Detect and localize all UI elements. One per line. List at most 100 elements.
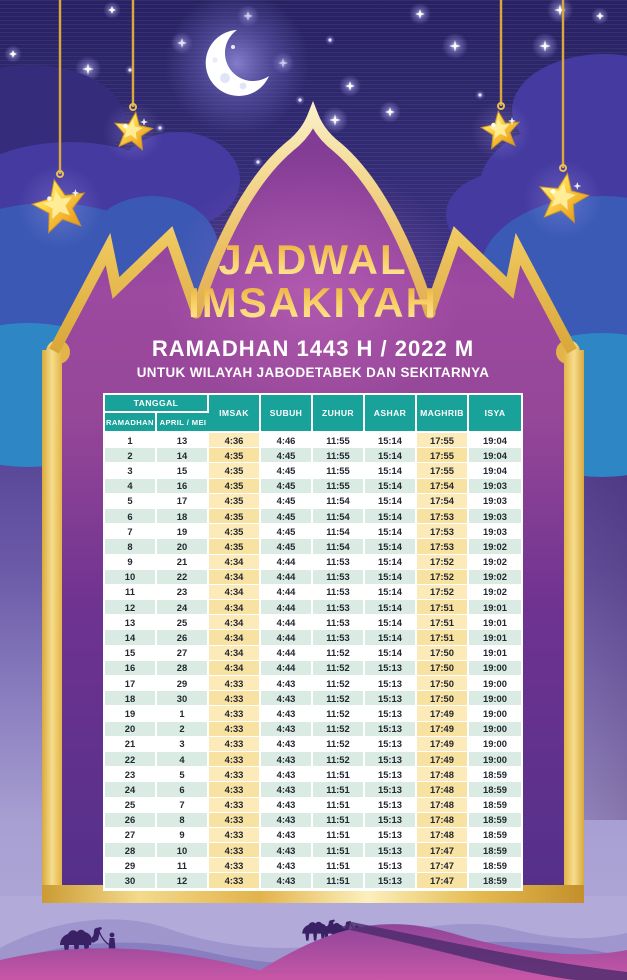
table-header: TANGGAL IMSAK SUBUH ZUHUR ASHAR MAGHRIB … [105, 395, 521, 433]
hanging-gold-star-icon [471, 0, 531, 161]
table-cell: 11:51 [313, 812, 365, 828]
table-cell: 11:51 [313, 797, 365, 813]
table-cell: 15 [105, 645, 157, 661]
table-cell: 17:53 [417, 539, 469, 555]
table-cell: 15:13 [365, 691, 417, 707]
table-cell: 15:13 [365, 736, 417, 752]
table-cell: 18:59 [469, 873, 521, 889]
table-cell: 11:52 [313, 736, 365, 752]
table-cell: 27 [157, 645, 209, 661]
table-cell: 17:50 [417, 676, 469, 692]
table-cell: 15:14 [365, 448, 417, 464]
table-cell: 11:52 [313, 691, 365, 707]
table-cell: 16 [157, 478, 209, 494]
table-cell: 4:33 [209, 858, 261, 874]
table-cell: 18:59 [469, 827, 521, 844]
table-cell: 17:50 [417, 660, 469, 676]
hanging-gold-star-icon [103, 0, 163, 162]
table-cell: 15:13 [365, 782, 417, 798]
table-cell: 17:48 [417, 767, 469, 783]
table-cell: 1 [105, 433, 157, 449]
table-cell: 17:53 [417, 508, 469, 525]
table-cell: 4:43 [261, 812, 313, 828]
table-row: 10 22 4:34 4:44 11:53 15:14 17:52 19:02 [105, 569, 521, 585]
table-row: 24 6 4:33 4:43 11:51 15:13 17:48 18:59 [105, 782, 521, 798]
table-row: 22 4 4:33 4:43 11:52 15:13 17:49 19:00 [105, 751, 521, 768]
header-tanggal: TANGGAL [105, 395, 209, 413]
table-cell: 17:55 [417, 433, 469, 449]
table-cell: 4:46 [261, 433, 313, 449]
gold-side-bar-right [564, 350, 584, 903]
table-cell: 11:54 [313, 524, 365, 540]
table-cell: 26 [105, 812, 157, 828]
table-cell: 11:51 [313, 873, 365, 889]
table-cell: 7 [157, 797, 209, 813]
table-cell: 15:13 [365, 827, 417, 844]
table-cell: 6 [157, 782, 209, 798]
table-cell: 4:35 [209, 524, 261, 540]
table-cell: 26 [157, 630, 209, 646]
table-cell: 4:43 [261, 721, 313, 737]
table-cell: 4:33 [209, 691, 261, 707]
table-cell: 17:50 [417, 691, 469, 707]
table-cell: 17:51 [417, 615, 469, 631]
table-cell: 11:53 [313, 630, 365, 646]
table-cell: 4:44 [261, 630, 313, 646]
table-cell: 4:33 [209, 706, 261, 722]
table-cell: 17:51 [417, 630, 469, 646]
table-cell: 15:14 [365, 508, 417, 525]
table-cell: 28 [157, 660, 209, 676]
table-cell: 11:53 [313, 615, 365, 631]
table-cell: 17:55 [417, 448, 469, 464]
table-cell: 19:01 [469, 630, 521, 646]
table-cell: 15:14 [365, 569, 417, 585]
table-cell: 17:47 [417, 873, 469, 889]
table-cell: 4:33 [209, 767, 261, 783]
table-cell: 15:14 [365, 645, 417, 661]
hanging-stars-layer [18, 0, 602, 249]
table-cell: 17:49 [417, 721, 469, 737]
table-cell: 25 [105, 797, 157, 813]
table-cell: 4:33 [209, 721, 261, 737]
table-cell: 4:36 [209, 433, 261, 449]
gold-zigzag-left [49, 226, 203, 354]
table-row: 17 29 4:33 4:43 11:52 15:13 17:50 19:00 [105, 676, 521, 692]
table-cell: 15:13 [365, 721, 417, 737]
table-cell: 19:01 [469, 600, 521, 616]
table-cell: 15:14 [365, 539, 417, 555]
table-cell: 11:52 [313, 721, 365, 737]
table-cell: 17:48 [417, 812, 469, 828]
gold-zigzag-right [423, 226, 577, 354]
table-cell: 4:43 [261, 843, 313, 859]
table-row: 30 12 4:33 4:43 11:51 15:13 17:47 18:59 [105, 873, 521, 889]
table-row: 14 26 4:34 4:44 11:53 15:14 17:51 19:01 [105, 630, 521, 646]
hanging-gold-star-icon [524, 0, 602, 238]
table-cell: 4:45 [261, 524, 313, 540]
table-cell: 15:13 [365, 660, 417, 676]
table-cell: 4:44 [261, 615, 313, 631]
table-cell: 4:43 [261, 797, 313, 813]
table-cell: 4:45 [261, 508, 313, 525]
table-cell: 11:51 [313, 843, 365, 859]
header-maghrib: MAGHRIB [417, 395, 469, 433]
table-cell: 17 [105, 676, 157, 692]
table-cell: 10 [157, 843, 209, 859]
table-cell: 17:49 [417, 751, 469, 768]
table-cell: 27 [105, 827, 157, 844]
table-row: 8 20 4:35 4:45 11:54 15:14 17:53 19:02 [105, 539, 521, 555]
table-cell: 4:43 [261, 767, 313, 783]
crescent-moon-icon [165, 0, 309, 135]
table-cell: 15:13 [365, 676, 417, 692]
table-cell: 18:59 [469, 797, 521, 813]
table-cell: 4:44 [261, 554, 313, 570]
table-cell: 17:50 [417, 645, 469, 661]
dome-gold-outline [190, 100, 436, 319]
table-cell: 7 [105, 524, 157, 540]
table-cell: 20 [157, 539, 209, 555]
table-cell: 19:04 [469, 448, 521, 464]
table-cell: 4:44 [261, 569, 313, 585]
table-cell: 8 [157, 812, 209, 828]
table-cell: 4:33 [209, 797, 261, 813]
table-cell: 15:14 [365, 615, 417, 631]
table-cell: 11:55 [313, 448, 365, 464]
